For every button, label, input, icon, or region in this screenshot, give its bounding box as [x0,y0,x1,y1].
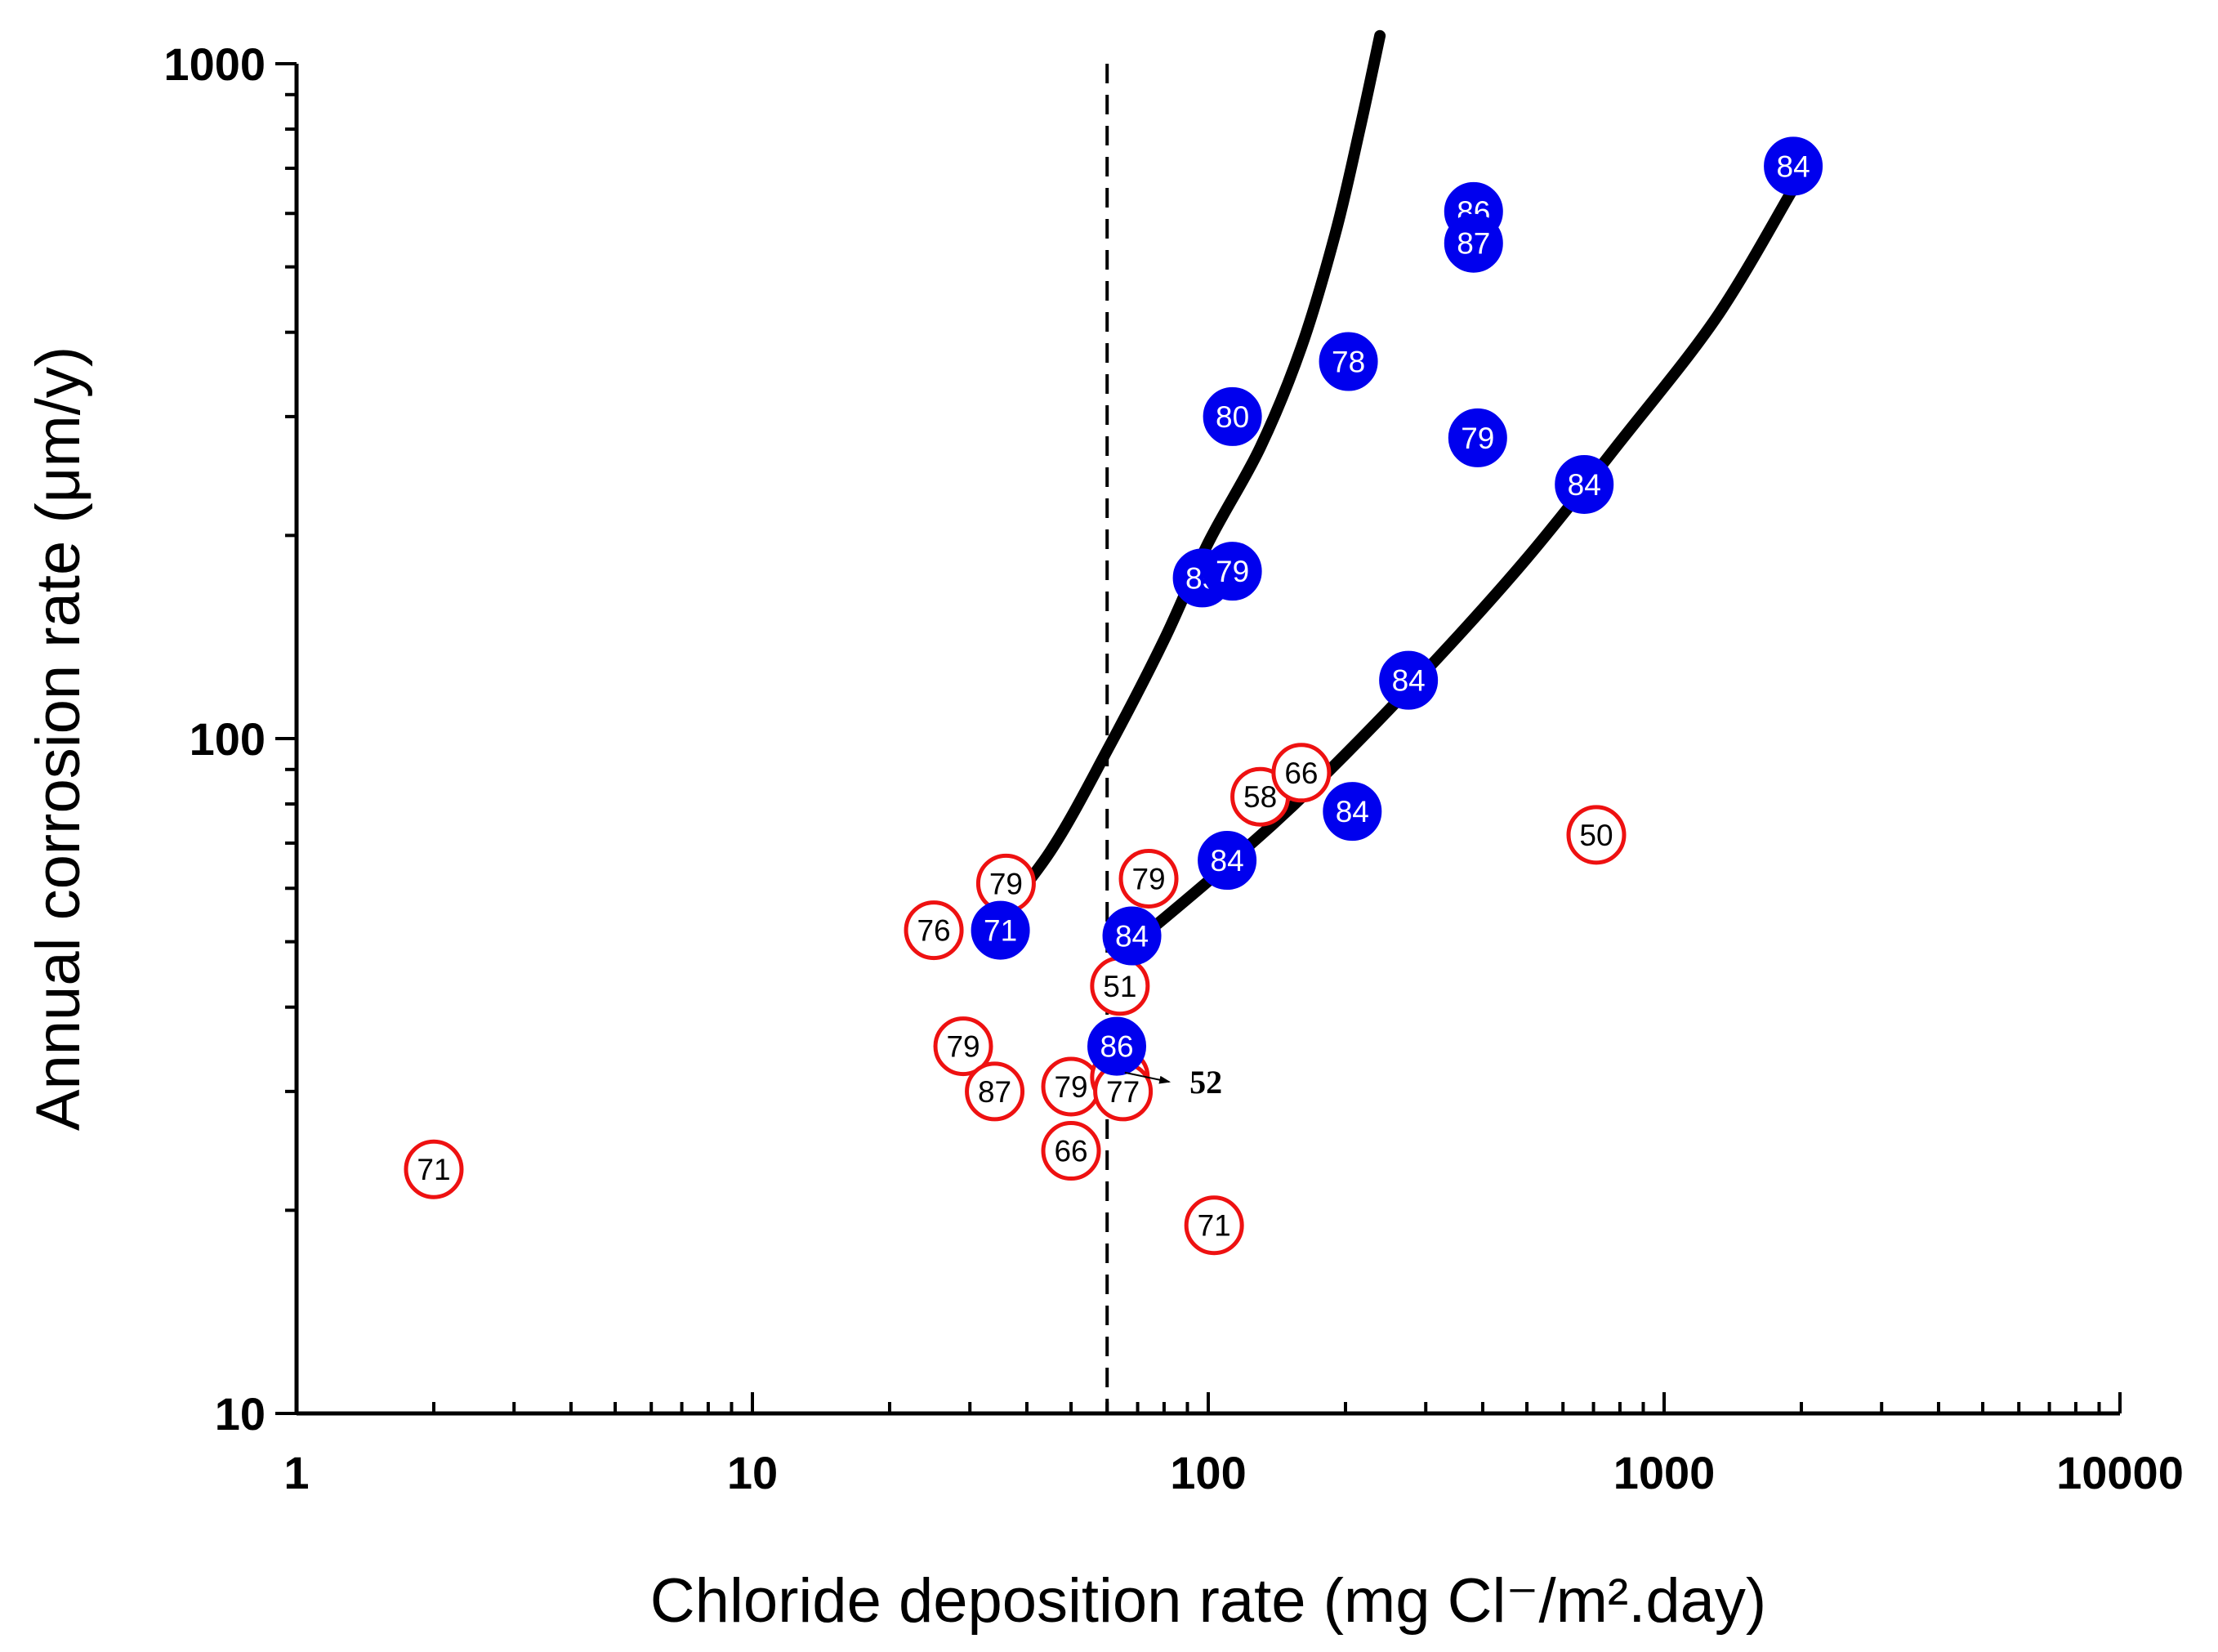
filled-point-marker [1323,782,1382,842]
point-label: 66 [1284,757,1318,790]
point-label: 78 [1332,346,1365,379]
open-point-marker [904,900,964,961]
annotation-52: 52 [1124,1064,1222,1101]
open-point: 76 [904,900,964,961]
open-point: 79 [1041,1056,1101,1117]
open-point: 66 [1271,743,1332,803]
open-point-marker [965,1061,1025,1122]
point-label: 77 [1106,1075,1140,1109]
axes: 1 10 100 1000 10000 10 100 1000 [163,38,2183,1498]
open-point-marker [1271,743,1332,803]
filled-point: 79 [1448,408,1507,467]
point-label: 84 [1336,795,1369,828]
open-point: 51 [1090,956,1150,1016]
y-axis-title: Annual corrosion rate (μm/y) [24,346,93,1131]
point-label: 87 [1457,227,1490,261]
x-tick-label: 10000 [2056,1447,2184,1498]
filled-point: 84 [1764,136,1823,196]
filled-point: 84 [1102,906,1162,966]
filled-point-marker [1555,454,1614,514]
point-label: 71 [984,914,1017,948]
filled-point-marker [1448,408,1507,467]
filled-point-marker [1203,542,1262,601]
filled-point: 84 [1323,782,1382,842]
filled-point: 84 [1198,831,1257,891]
point-label: 79 [1216,555,1249,588]
point-label: 71 [417,1153,450,1186]
open-point-marker [1041,1121,1101,1181]
y-tick-label: 100 [190,713,266,765]
data-points: 7176797987795277665179715866507184868484… [404,136,1823,1256]
point-label: 79 [946,1030,980,1064]
annotations: 52 [1124,1064,1222,1101]
annotation-label: 52 [1189,1064,1222,1101]
filled-point: 79 [1203,542,1262,601]
open-point-marker [1184,1195,1244,1256]
point-label: 84 [1568,468,1601,502]
open-point-marker [1566,805,1627,865]
filled-point-marker [1198,831,1257,891]
filled-point-marker [1444,213,1503,273]
filled-point: 84 [1379,650,1439,710]
point-label: 50 [1579,819,1613,852]
open-point: 79 [933,1016,993,1077]
point-label: 84 [1211,844,1244,877]
point-label: 79 [1461,422,1494,455]
filled-point: 80 [1203,386,1262,446]
filled-point-marker [1102,906,1162,966]
point-label: 66 [1054,1135,1087,1168]
filled-point-marker [1764,136,1823,196]
filled-point-marker [1203,386,1262,446]
y-tick-label: 10 [215,1388,266,1440]
point-label: 79 [1054,1070,1087,1104]
point-label: 80 [1216,400,1249,434]
x-axis-title: Chloride deposition rate (mg Cl⁻/m².day) [650,1566,1766,1636]
open-point-marker [404,1139,464,1199]
x-tick-label: 1 [283,1447,309,1498]
filled-point-marker [1379,650,1439,710]
x-tick-label: 1000 [1613,1447,1716,1498]
point-label: 84 [1115,920,1149,953]
x-tick-label: 10 [727,1447,778,1498]
filled-point-marker [1087,1016,1147,1076]
open-point-marker [1118,848,1179,909]
point-label: 79 [989,867,1023,900]
y-tick-label: 1000 [163,38,266,90]
open-point: 66 [1041,1121,1101,1181]
point-label: 84 [1392,664,1426,698]
open-point: 87 [965,1061,1025,1122]
x-tick-label: 100 [1170,1447,1246,1498]
filled-point-marker [1319,332,1378,391]
point-label: 84 [1777,150,1810,183]
left-fit-curve [983,29,1386,936]
point-label: 51 [1103,970,1136,1003]
fit-curves [983,29,1797,942]
annotation-arrow [1124,1071,1171,1084]
point-label: 76 [917,914,950,948]
point-label: 71 [1198,1209,1231,1243]
open-point: 71 [1184,1195,1244,1256]
filled-point: 87 [1444,213,1503,273]
open-point: 79 [1118,848,1179,909]
filled-point: 84 [1555,454,1614,514]
filled-point-marker [971,900,1030,960]
open-point: 71 [404,1139,464,1199]
open-point: 79 [975,853,1036,913]
point-label: 79 [1131,862,1165,895]
open-point: 50 [1566,805,1627,865]
axis-ticks: 1 10 100 1000 10000 10 100 1000 [163,38,2183,1498]
filled-point: 78 [1319,332,1378,391]
point-label: 86 [1100,1030,1133,1064]
open-point-marker [933,1016,993,1077]
filled-point: 71 [971,900,1030,960]
point-label: 87 [978,1075,1011,1109]
filled-point: 86 [1087,1016,1147,1076]
point-label: 58 [1243,780,1277,814]
